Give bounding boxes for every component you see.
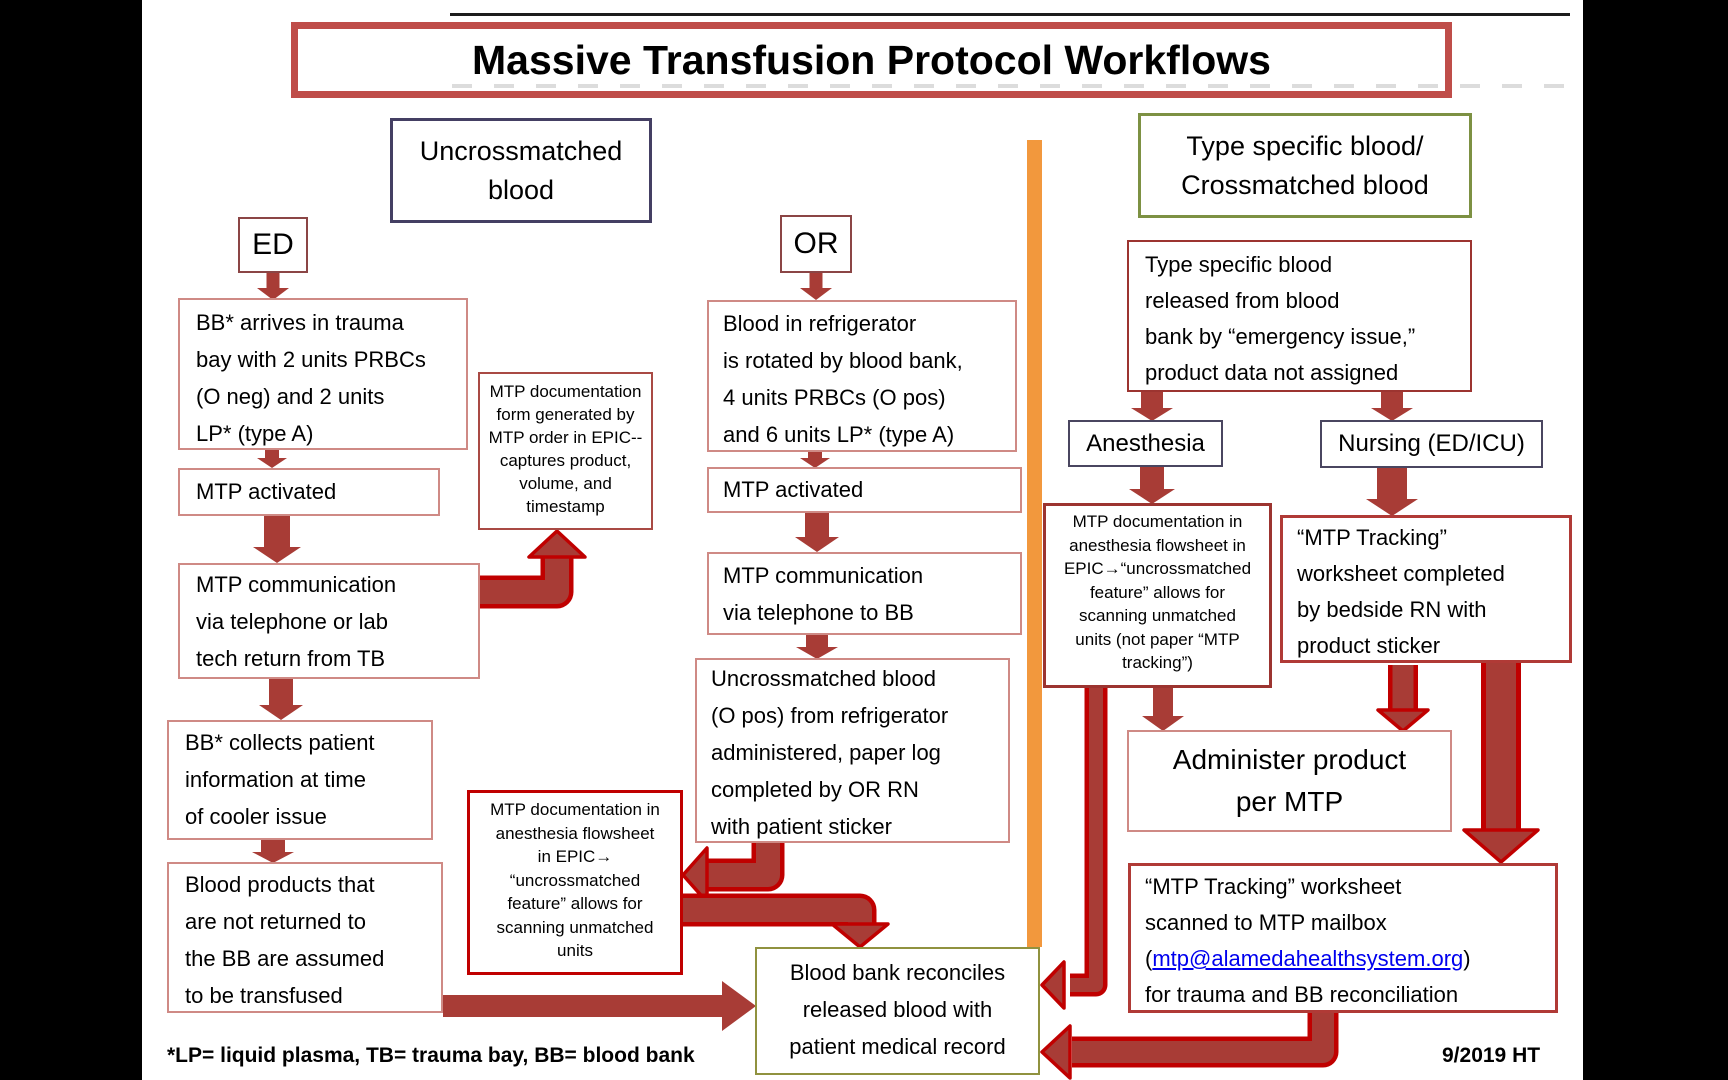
arrow-blood-products-to-reconciles [443,981,756,1031]
node-mtp-doc-anesthesia-epic: MTP documentation in anesthesia flowshee… [1043,503,1272,688]
node-nursing-ed-icu: Nursing (ED/ICU) [1320,420,1543,468]
arrow-mtp-activated-to-communication-ed [253,516,301,563]
node-or: OR [780,215,852,273]
slide-canvas: Massive Transfusion Protocol Workflows U… [142,0,1583,1080]
arrow-ed-to-bb-arrives [257,273,289,300]
date-stamp: 9/2019 HT [1442,1044,1541,1067]
node-mtp-communication-ed: MTP communication via telephone or lab t… [178,563,480,679]
mtp-mailbox-link[interactable]: mtp@alamedahealthsystem.org [1152,946,1464,971]
arrow-nursing-to-tracking-completed [1366,468,1418,516]
arrow-bb-arrives-to-mtp-activated [257,450,287,468]
node-mtp-tracking-scanned: “MTP Tracking” worksheet scanned to MTP … [1128,863,1558,1013]
node-blood-bank-reconciles: Blood bank reconciles released blood wit… [755,947,1040,1075]
node-mtp-activated-or: MTP activated [707,467,1022,513]
node-bb-arrives: BB* arrives in trauma bay with 2 units P… [178,298,468,450]
page-title-text: Massive Transfusion Protocol Workflows [472,36,1271,83]
arrow-mtp-activated-to-communication-or [795,513,839,552]
node-anesthesia: Anesthesia [1068,420,1223,467]
decorative-top-line [450,13,1570,16]
flow-arrows [252,273,1540,1080]
arrow-communication-to-uncross-admin [796,635,838,659]
arrow-or-to-blood-fridge [800,273,832,300]
node-ed: ED [238,217,308,273]
node-uncrossmatched-administered: Uncrossmatched blood (O pos) from refrig… [695,658,1010,843]
node-administer-product: Administer product per MTP [1127,730,1452,832]
arrow-bb-collects-to-blood-products [252,840,294,863]
arrow-communication-to-doc-form [478,529,587,609]
node-mtp-activated-ed: MTP activated [178,468,440,516]
arrow-fridge-to-mtp-activated-or [800,452,830,468]
arrow-anesthesia-to-doc [1129,467,1175,504]
arrow-tracking-completed-to-administer [1376,665,1430,733]
node-mtp-communication-or: MTP communication via telephone to BB [707,552,1022,635]
section-divider-bar [1027,140,1042,947]
section-header-uncrossmatched: Uncrossmatched blood [390,118,652,223]
arrow-tracking-completed-to-scanned [1462,663,1540,864]
node-bb-collects: BB* collects patient information at time… [167,720,433,840]
arrow-uncross-admin-to-doc-anesthesia [681,843,785,904]
arrow-doc-to-administer [1142,688,1184,731]
node-blood-products-transfused: Blood products that are not returned to … [167,862,443,1013]
node-blood-refrigerator: Blood in refrigerator is rotated by bloo… [707,300,1017,452]
mtp-scanned-text-pre: “MTP Tracking” worksheet scanned to MTP … [1145,874,1402,971]
node-mtp-doc-anesthesia-flowsheet: MTP documentation in anesthesia flowshee… [467,790,683,975]
mtp-scanned-text-post: ) for trauma and BB reconciliation [1145,946,1471,1007]
node-mtp-doc-form-epic: MTP documentation form generated by MTP … [478,372,653,530]
title-dashed-underline [452,84,1582,88]
node-mtp-tracking-completed: “MTP Tracking” worksheet completed by be… [1280,515,1572,663]
arrow-doc-anesthesia-to-reconciles [683,893,890,949]
section-header-crossmatched: Type specific blood/ Crossmatched blood [1138,113,1472,218]
arrow-released-to-anesthesia [1131,392,1173,421]
arrow-doc-epic-to-reconciles [1040,688,1108,1010]
arrow-scanned-to-reconciles [1040,1013,1339,1080]
arrow-released-to-nursing [1371,392,1413,421]
arrow-communication-to-bb-collects [259,679,303,720]
node-type-specific-released: Type specific blood released from blood … [1127,240,1472,392]
footnote-abbreviations: *LP= liquid plasma, TB= trauma bay, BB= … [167,1044,695,1067]
